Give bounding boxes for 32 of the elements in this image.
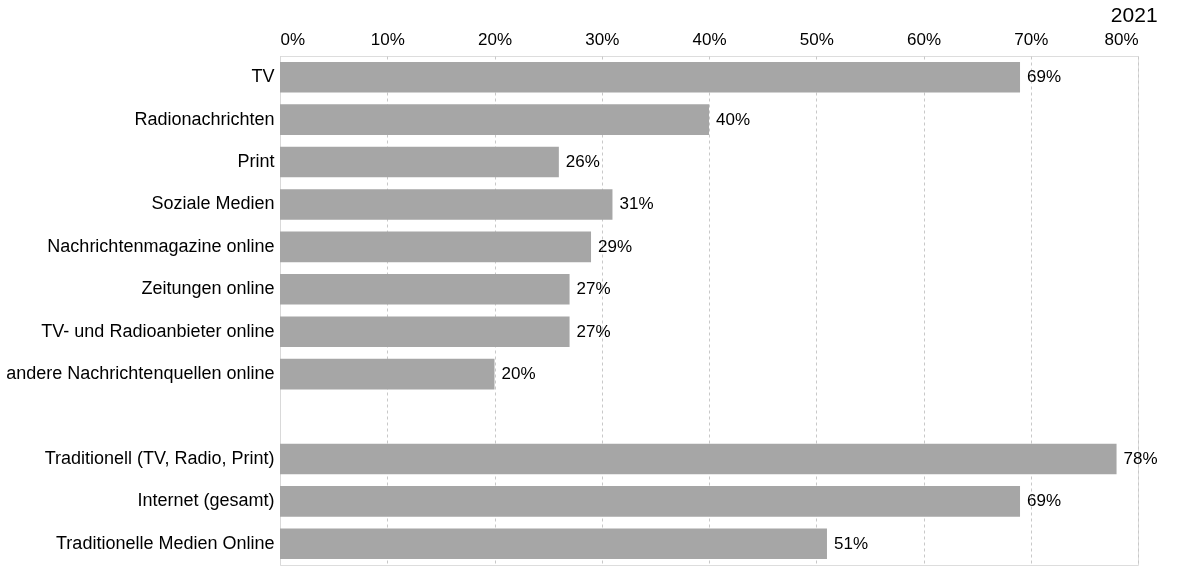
- y-tick-label: Radionachrichten: [134, 108, 275, 129]
- y-tick-label: TV- und Radioanbieter online: [41, 320, 275, 341]
- x-tick-label: 0%: [280, 29, 306, 49]
- data-label: 78%: [1123, 448, 1158, 468]
- data-label: 27%: [576, 321, 611, 341]
- data-label: 26%: [565, 152, 600, 172]
- data-label: 51%: [833, 533, 869, 553]
- x-tick-label: 50%: [799, 29, 834, 49]
- x-tick-label: 80%: [1104, 29, 1139, 49]
- data-label: 69%: [1027, 491, 1062, 511]
- data-label: 27%: [576, 279, 611, 299]
- x-tick-label: 60%: [906, 29, 942, 49]
- data-label: 31%: [619, 194, 654, 214]
- data-label: 29%: [598, 236, 633, 256]
- chart-title: 2021: [1110, 3, 1158, 26]
- y-tick-label: Print: [237, 151, 275, 172]
- data-label: 20%: [501, 364, 536, 384]
- y-tick-label: Internet (gesamt): [137, 490, 275, 511]
- x-tick-label: 10%: [370, 29, 405, 49]
- y-tick-label: Soziale Medien: [151, 193, 275, 214]
- x-tick-label: 70%: [1014, 29, 1049, 49]
- y-tick-label: Nachrichtenmagazine online: [47, 235, 275, 256]
- y-tick-label: Traditionell (TV, Radio, Print): [44, 447, 275, 468]
- y-tick-label: TV: [251, 66, 275, 87]
- y-tick-label: andere Nachrichtenquellen online: [6, 363, 275, 384]
- x-tick-label: 40%: [692, 29, 727, 49]
- x-tick-label: 30%: [585, 29, 620, 49]
- data-label: 69%: [1027, 67, 1062, 87]
- data-label: 40%: [716, 109, 751, 129]
- y-tick-label: Traditionelle Medien Online: [56, 532, 275, 553]
- y-tick-label: Zeitungen online: [141, 278, 275, 299]
- x-tick-label: 20%: [477, 29, 513, 49]
